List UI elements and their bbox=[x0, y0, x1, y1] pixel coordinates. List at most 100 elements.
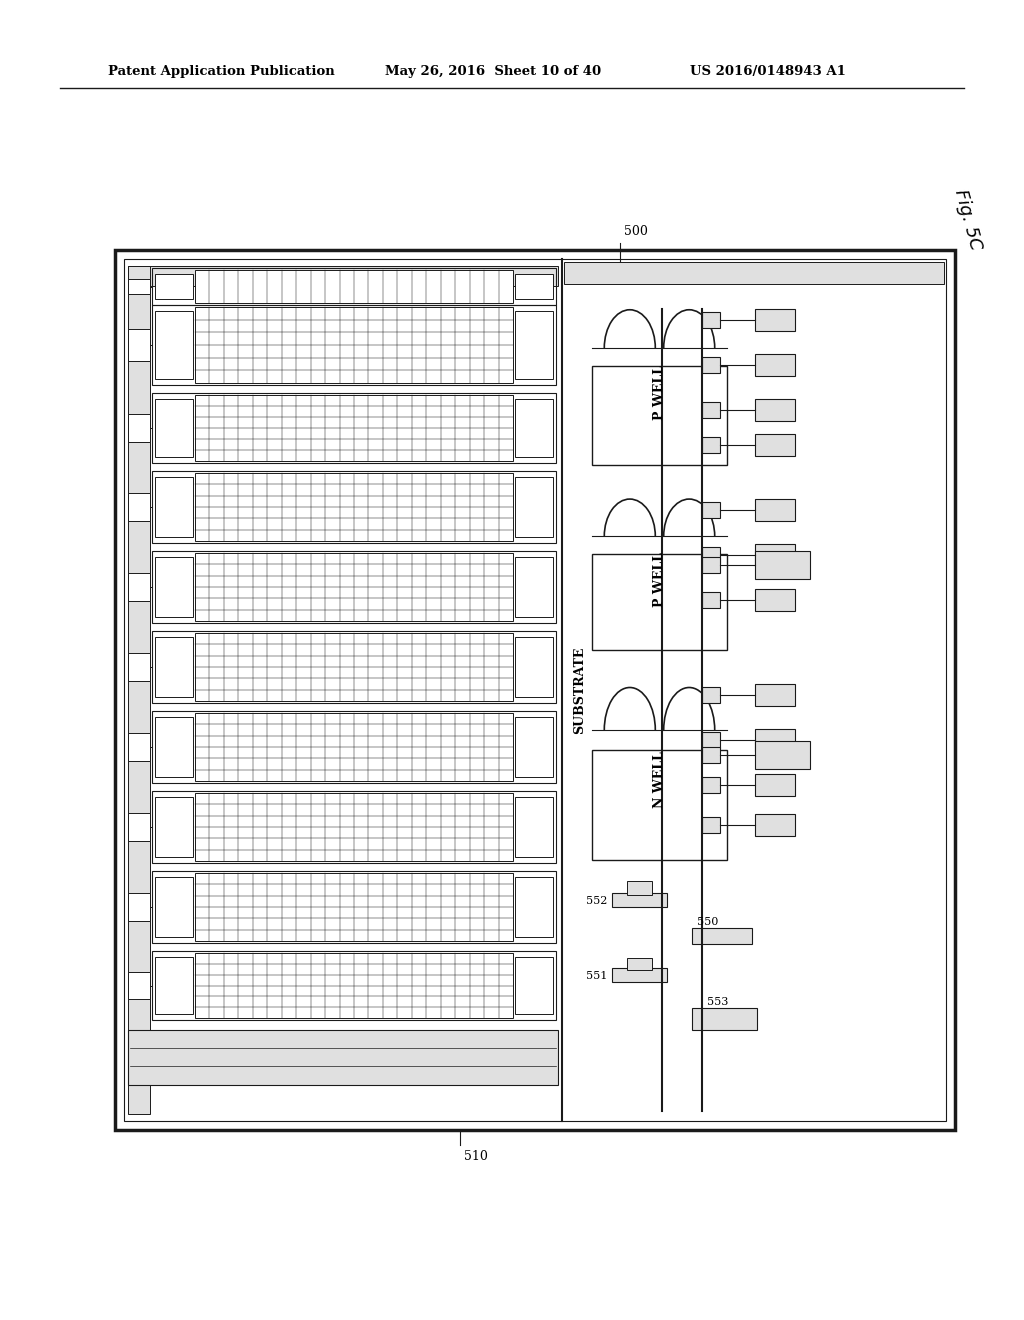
Bar bbox=[124, 259, 946, 1121]
Bar bbox=[195, 793, 513, 861]
Bar bbox=[128, 329, 150, 360]
Bar bbox=[702, 502, 720, 517]
Bar bbox=[128, 892, 150, 921]
Bar bbox=[195, 473, 513, 541]
Bar bbox=[702, 591, 720, 609]
Bar bbox=[128, 972, 150, 999]
Bar bbox=[152, 631, 556, 704]
Bar bbox=[515, 797, 553, 857]
Bar bbox=[128, 652, 150, 681]
Bar bbox=[155, 957, 193, 1014]
Bar bbox=[627, 880, 652, 895]
Bar bbox=[755, 729, 795, 751]
Text: N WELL: N WELL bbox=[653, 751, 666, 808]
Bar bbox=[702, 437, 720, 453]
Bar bbox=[702, 356, 720, 374]
Text: May 26, 2016  Sheet 10 of 40: May 26, 2016 Sheet 10 of 40 bbox=[385, 66, 601, 78]
Bar bbox=[128, 279, 150, 294]
Bar bbox=[515, 638, 553, 697]
Bar bbox=[702, 777, 720, 793]
Bar bbox=[155, 797, 193, 857]
Bar bbox=[128, 1030, 558, 1085]
Bar bbox=[128, 267, 150, 1114]
Text: US 2016/0148943 A1: US 2016/0148943 A1 bbox=[690, 66, 846, 78]
Bar bbox=[155, 638, 193, 697]
Bar bbox=[692, 1008, 757, 1030]
Bar bbox=[128, 813, 150, 841]
Bar bbox=[755, 741, 810, 770]
Text: 553: 553 bbox=[707, 997, 728, 1007]
Bar bbox=[692, 928, 752, 944]
Bar bbox=[155, 557, 193, 616]
Bar bbox=[155, 312, 193, 379]
Bar bbox=[195, 395, 513, 461]
Bar bbox=[195, 271, 513, 304]
Bar bbox=[702, 546, 720, 564]
Bar bbox=[755, 684, 795, 706]
Bar bbox=[755, 589, 795, 611]
Bar bbox=[755, 550, 810, 579]
Text: Patent Application Publication: Patent Application Publication bbox=[108, 66, 335, 78]
Bar bbox=[128, 733, 150, 762]
Bar bbox=[515, 957, 553, 1014]
Bar bbox=[195, 953, 513, 1018]
Text: 550: 550 bbox=[697, 917, 719, 927]
Text: 551: 551 bbox=[586, 972, 607, 981]
Bar bbox=[755, 774, 795, 796]
Bar bbox=[155, 477, 193, 537]
Bar bbox=[155, 275, 193, 300]
Bar bbox=[592, 750, 727, 861]
Text: SUBSTRATE: SUBSTRATE bbox=[573, 647, 587, 734]
Bar bbox=[755, 544, 795, 566]
Bar bbox=[152, 550, 556, 623]
Bar bbox=[627, 958, 652, 970]
Text: 552: 552 bbox=[586, 896, 607, 906]
Bar bbox=[195, 553, 513, 620]
Bar bbox=[515, 312, 553, 379]
Bar bbox=[515, 275, 553, 300]
Bar bbox=[152, 871, 556, 942]
Bar bbox=[755, 434, 795, 455]
Bar bbox=[702, 747, 720, 763]
Bar bbox=[152, 305, 556, 385]
Text: Fig. 5C: Fig. 5C bbox=[951, 187, 985, 252]
Bar bbox=[755, 499, 795, 521]
Text: 510: 510 bbox=[464, 1150, 487, 1163]
Text: P WELL: P WELL bbox=[653, 553, 666, 607]
Bar bbox=[155, 717, 193, 777]
Bar bbox=[152, 791, 556, 863]
Bar bbox=[564, 261, 944, 284]
Bar bbox=[592, 366, 727, 465]
Bar bbox=[152, 393, 556, 463]
Bar bbox=[515, 399, 553, 457]
Bar bbox=[128, 573, 150, 602]
Bar bbox=[155, 876, 193, 937]
Bar bbox=[592, 554, 727, 649]
Bar bbox=[115, 249, 955, 1130]
Bar bbox=[128, 267, 558, 286]
Bar bbox=[152, 711, 556, 783]
Bar bbox=[152, 471, 556, 543]
Bar bbox=[515, 717, 553, 777]
Bar bbox=[195, 873, 513, 941]
Bar bbox=[702, 686, 720, 704]
Text: 500: 500 bbox=[624, 224, 648, 238]
Bar bbox=[755, 354, 795, 376]
Bar bbox=[755, 399, 795, 421]
Bar bbox=[702, 733, 720, 748]
Bar bbox=[195, 308, 513, 383]
Bar bbox=[702, 403, 720, 418]
Bar bbox=[612, 968, 667, 982]
Bar bbox=[195, 634, 513, 701]
Bar bbox=[702, 817, 720, 833]
Bar bbox=[128, 492, 150, 521]
Bar bbox=[155, 399, 193, 457]
Bar bbox=[612, 894, 667, 907]
Bar bbox=[515, 557, 553, 616]
Text: P WELL: P WELL bbox=[653, 366, 666, 421]
Bar bbox=[128, 414, 150, 442]
Bar bbox=[195, 713, 513, 781]
Bar bbox=[515, 477, 553, 537]
Bar bbox=[702, 557, 720, 573]
Bar bbox=[755, 814, 795, 836]
